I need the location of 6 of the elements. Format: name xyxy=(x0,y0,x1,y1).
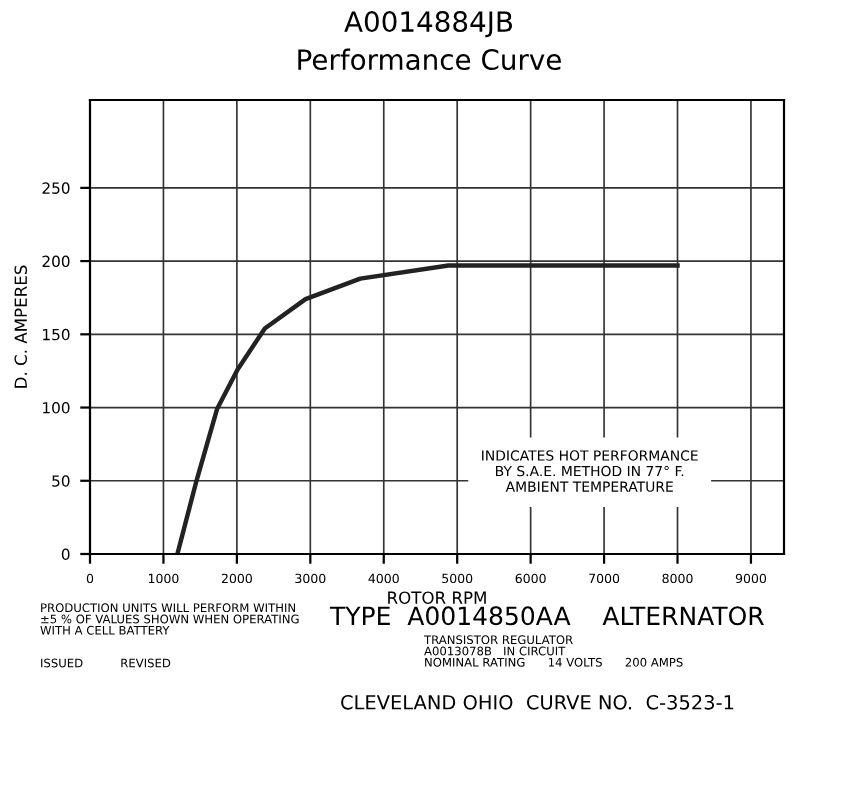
chart-title: A0014884JB xyxy=(344,11,513,38)
y-axis-title: D. C. AMPERES xyxy=(14,265,28,388)
x-axis-title: ROTOR RPM xyxy=(388,591,486,604)
text: TYPE A0014850AA ALTERNATOR xyxy=(329,606,764,626)
text: CLEVELAND OHIO CURVE NO. C-3523-1 xyxy=(341,694,734,710)
chart-subtitle: Performance Curve xyxy=(298,48,561,71)
